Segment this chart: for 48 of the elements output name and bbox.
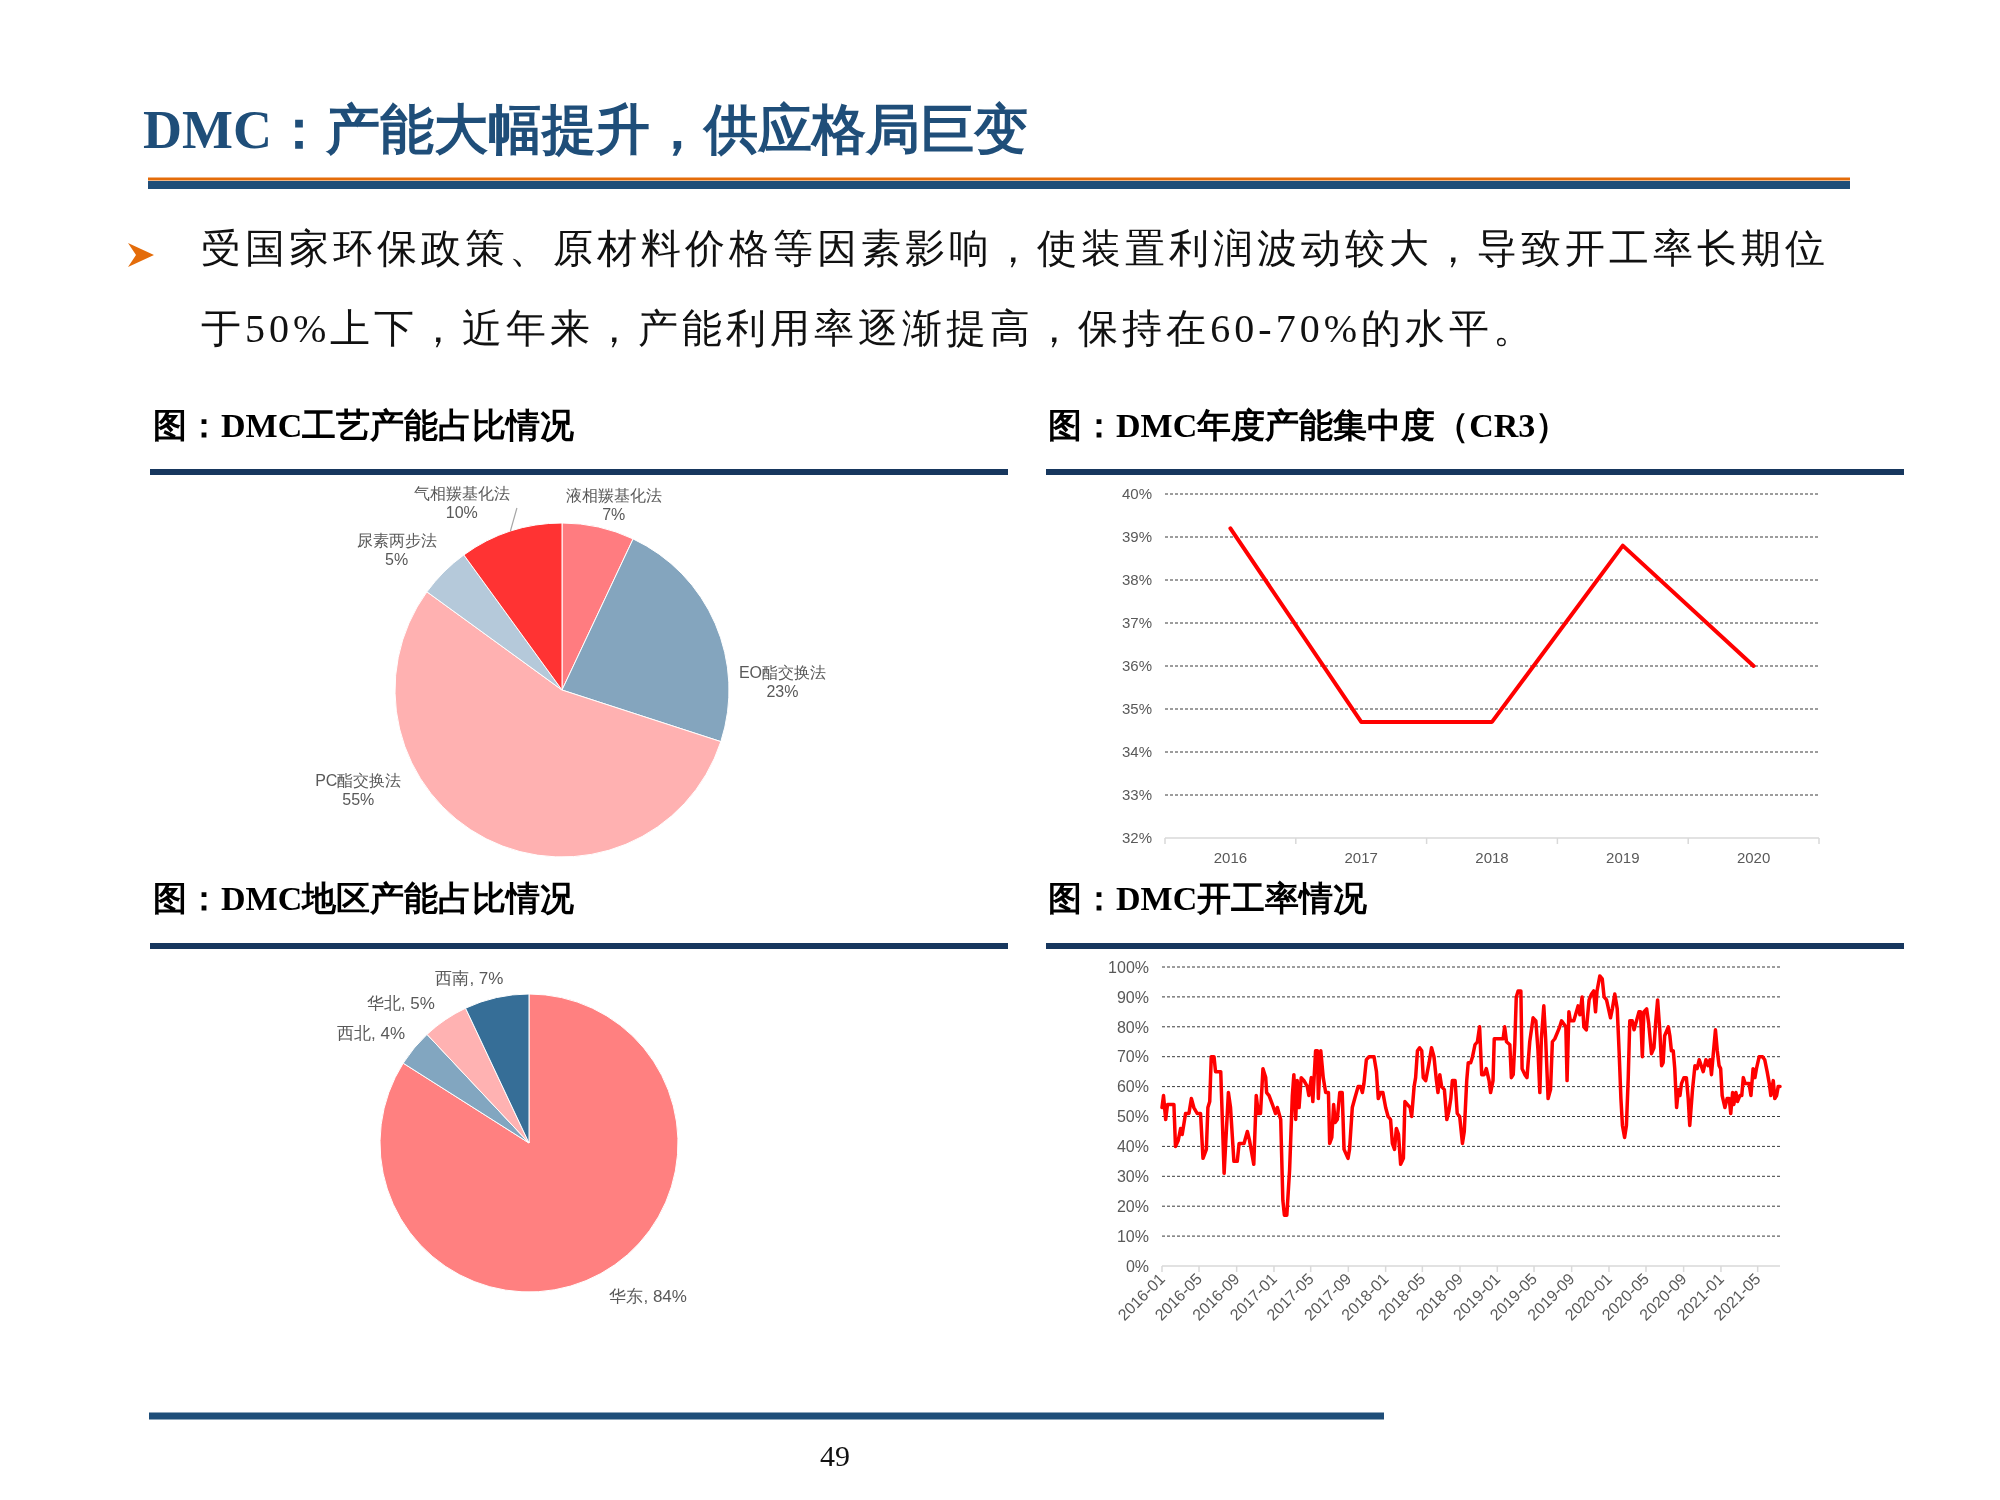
x-tick-label: 2019 (1606, 849, 1640, 866)
data-label: 7% (602, 505, 626, 523)
slice-label: 西南, 7% (435, 968, 504, 988)
x-tick-label: 2017 (1344, 849, 1378, 866)
y-tick-label: 40% (1121, 485, 1152, 503)
slice-label: 液相羰基化法 (565, 486, 662, 504)
x-tick-label: 2020 (1736, 849, 1771, 866)
slice-label: 华东, 84% (609, 1287, 687, 1307)
data-label: 5% (385, 550, 409, 568)
line-series (1160, 974, 1782, 1217)
y-tick-label: 37% (1121, 614, 1152, 632)
slice-label: 尿素两步法 (356, 531, 437, 549)
y-tick-label: 36% (1121, 657, 1152, 675)
data-label: 55% (342, 791, 375, 809)
line-series (1228, 526, 1756, 724)
y-tick-label: 100% (1108, 958, 1149, 976)
y-tick-label: 10% (1116, 1227, 1149, 1245)
y-tick-label: 0% (1125, 1257, 1149, 1275)
chart-title: 图：DMC年度产能集中度（CR3） (1048, 407, 1570, 444)
y-tick-label: 34% (1121, 743, 1152, 761)
data-label: 23% (766, 682, 799, 700)
y-tick-label: 40% (1116, 1138, 1149, 1156)
chart-title: 图：DMC开工率情况 (1048, 880, 1369, 917)
y-tick-label: 39% (1121, 528, 1152, 546)
y-tick-label: 35% (1121, 700, 1152, 718)
y-tick-label: 50% (1116, 1108, 1149, 1126)
chart-title: 图：DMC工艺产能占比情况 (153, 407, 576, 444)
text: DMC：产能大幅提升，供应格局巨变 (143, 100, 1028, 160)
slice-label: 华北, 5% (366, 993, 435, 1013)
y-tick-label: 80% (1116, 1018, 1149, 1036)
x-tick-label: 2018 (1475, 849, 1509, 866)
slice-label: 西北, 4% (337, 1023, 406, 1043)
chart-title: 图：DMC地区产能占比情况 (153, 880, 576, 917)
x-tick-label: 2016 (1213, 849, 1248, 866)
y-tick-label: 60% (1116, 1078, 1149, 1096)
slice-label: PC酯交换法 (315, 772, 402, 790)
data-label: 10% (445, 504, 478, 522)
y-tick-label: 33% (1121, 786, 1152, 804)
y-tick-label: 20% (1116, 1197, 1149, 1215)
slice-label: 气相羰基化法 (413, 484, 510, 502)
y-tick-label: 30% (1116, 1168, 1149, 1186)
y-tick-label: 32% (1121, 829, 1152, 847)
text: 受国家环保政策、原材料价格等因素影响，使装置利润波动较大，导致开工率长期位于50%上下，近年来，产能利用率逐渐提高，保持在60-70%的水平。 (201, 226, 1829, 351)
slice-label: EO酯交换法 (738, 663, 826, 681)
y-tick-label: 70% (1116, 1048, 1149, 1066)
text: 49 (820, 1439, 850, 1472)
y-tick-label: 90% (1116, 988, 1149, 1006)
y-tick-label: 38% (1121, 571, 1152, 589)
